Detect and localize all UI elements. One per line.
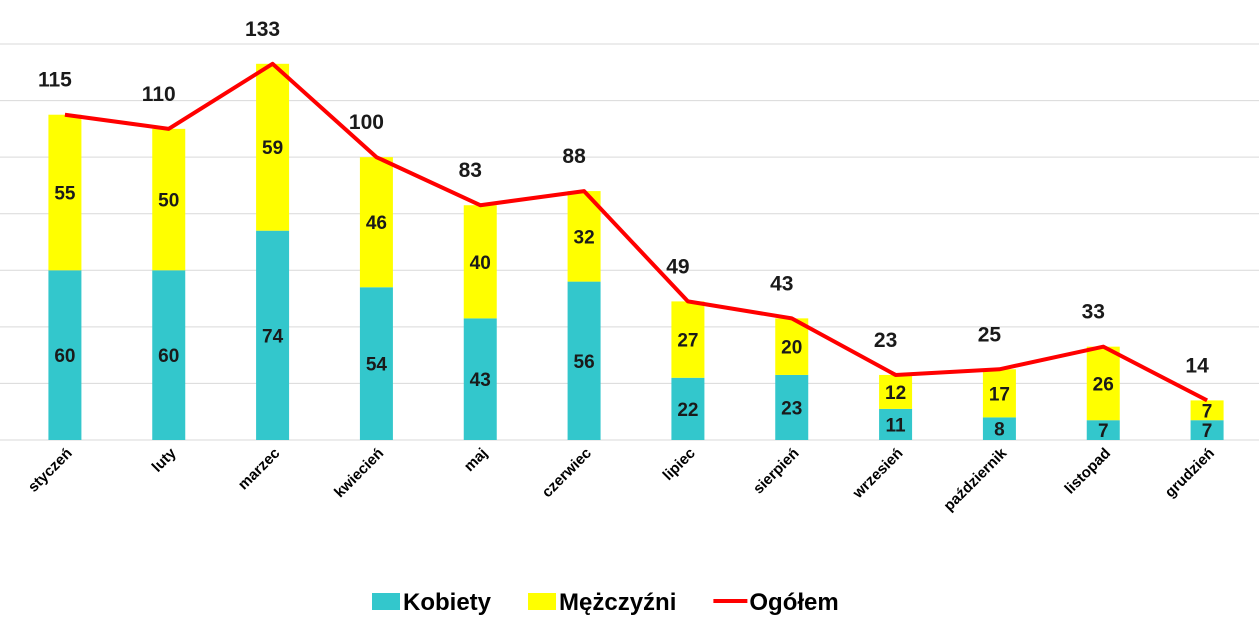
bar-segment [256, 230, 290, 440]
legend-label: Mężczyźni [559, 589, 676, 616]
line-value-label: 115 [38, 69, 72, 92]
bar-value-label: 8 [994, 420, 1005, 441]
bar-value-label: 12 [885, 383, 906, 404]
bar-segment [463, 318, 497, 440]
bar-segment [48, 270, 82, 440]
line-value-label: 110 [142, 83, 176, 106]
legend-label: Ogółem [749, 589, 838, 616]
bar-value-label: 20 [781, 338, 802, 359]
x-tick-label: luty [149, 444, 180, 475]
bar-segment [359, 157, 393, 288]
bar-value-label: 7 [1202, 421, 1213, 442]
bar-segment [567, 191, 601, 282]
bar-segment [1086, 420, 1120, 440]
bar-value-label: 26 [1093, 374, 1114, 395]
x-tick-label: maj [461, 445, 491, 475]
bar-value-label: 50 [158, 191, 179, 212]
legend-swatch [528, 593, 557, 610]
x-tick-label: sierpień [750, 445, 803, 498]
bar-segment [48, 114, 82, 271]
bar-segment [152, 270, 186, 440]
line-value-label: 88 [562, 145, 586, 168]
bar-segment [775, 318, 809, 375]
legend-label: Kobiety [403, 589, 492, 616]
x-tick-label: lipiec [660, 445, 699, 484]
x-tick-label: grudzień [1162, 445, 1218, 501]
x-tick-label: październik [940, 444, 1010, 514]
bar-segment [152, 128, 186, 271]
bar-segment [359, 287, 393, 440]
bar-value-label: 60 [54, 346, 75, 367]
bar-segment [982, 369, 1016, 418]
x-tick-label: listopad [1061, 445, 1114, 498]
bar-value-label: 59 [262, 138, 283, 159]
bar-value-label: 23 [781, 398, 802, 419]
bar-segment [567, 281, 601, 440]
line-value-label: 43 [770, 272, 793, 295]
bar-value-label: 54 [366, 355, 388, 376]
bar-value-label: 40 [470, 253, 491, 274]
legend-item: Ogółem [713, 589, 839, 616]
bar-segment [463, 205, 497, 319]
bar-value-label: 22 [677, 400, 698, 421]
bar-segment [256, 63, 290, 231]
x-tick-label: styczeń [25, 445, 76, 496]
bar-segment [879, 374, 913, 409]
bar-segment [879, 408, 913, 440]
bar-segment [1190, 420, 1224, 440]
bar-value-label: 7 [1098, 421, 1109, 442]
line-value-label: 83 [459, 159, 482, 182]
bar-value-label: 60 [158, 346, 179, 367]
line-value-label: 14 [1185, 354, 1209, 377]
line-value-label: 33 [1082, 301, 1105, 324]
line-value-label: 133 [245, 18, 280, 41]
line-value-label: 49 [666, 255, 689, 278]
bar-value-label: 56 [574, 352, 595, 373]
x-tick-label: kwiecień [331, 445, 387, 501]
bar-value-label: 11 [886, 415, 907, 436]
bar-value-label: 55 [54, 184, 76, 205]
bar-value-label: 7 [1202, 401, 1213, 422]
bar-segment [1086, 346, 1120, 421]
bar-segment [1190, 400, 1224, 421]
line-value-label: 100 [349, 111, 384, 134]
x-tick-label: czerwiec [539, 445, 595, 501]
total-line [64, 61, 1209, 403]
line-value-label: 25 [978, 323, 1002, 346]
bar-segment [982, 417, 1016, 440]
legend-item: Mężczyźni [528, 589, 676, 616]
bar-segment [775, 374, 809, 440]
legend-item: Kobiety [372, 589, 492, 616]
bar-value-label: 32 [574, 227, 595, 248]
bar-value-label: 43 [470, 370, 491, 391]
legend-swatch [372, 593, 400, 610]
x-tick-label: marzec [235, 445, 284, 494]
bar-segment [671, 301, 705, 378]
bar-value-label: 17 [989, 384, 1010, 405]
x-tick-label: wrzesień [849, 445, 907, 503]
line-value-label: 23 [874, 329, 897, 352]
bar-value-label: 74 [262, 326, 284, 347]
bar-value-label: 46 [366, 213, 387, 234]
bar-value-label: 27 [677, 331, 698, 352]
bar-segment [671, 377, 705, 440]
